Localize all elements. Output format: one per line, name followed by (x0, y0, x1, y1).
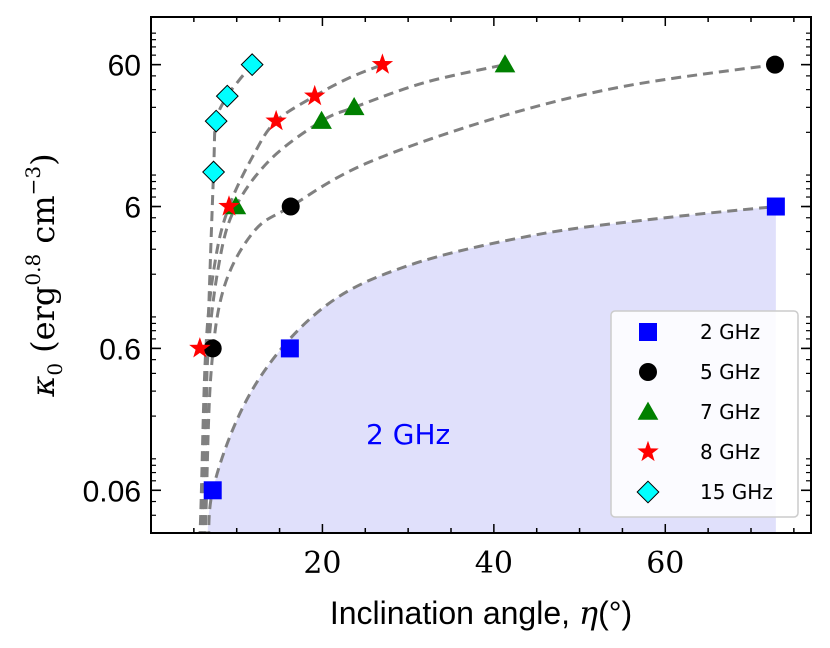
axis-ticks-layer: 20 40 60 0.06 0.6 6 60 (83, 17, 811, 581)
legend-marker-15ghz (636, 480, 660, 504)
data-markers-layer (189, 53, 785, 500)
data-point-2ghz (766, 197, 785, 216)
legend-marker-8ghz (637, 440, 659, 462)
legend-label-15ghz: 15 GHz (700, 480, 773, 504)
x-axis-label: Inclination angle, η(°) (330, 594, 632, 632)
data-point-8ghz (189, 337, 211, 358)
x-tick-label: 20 (303, 546, 341, 581)
y-tick-label: 0.6 (99, 333, 141, 366)
data-point-8ghz (304, 84, 326, 106)
legend-label-2ghz: 2 GHz (700, 320, 760, 344)
legend-marker-7ghz (637, 401, 659, 420)
data-point-2ghz (280, 339, 299, 358)
data-point-7ghz (311, 110, 332, 129)
data-point-7ghz (494, 54, 516, 73)
curve-5ghz (203, 63, 776, 533)
annotation-2ghz: 2 GHz (366, 418, 450, 451)
y-tick-label: 60 (108, 50, 141, 83)
data-point-7ghz (343, 97, 365, 116)
legend: 2 GHz 5 GHz 7 GHz 8 GHz 15 GHz (610, 310, 799, 518)
data-point-15ghz (215, 84, 239, 108)
y-tick-label: 0.06 (83, 475, 141, 508)
plot-frame (150, 16, 812, 534)
data-point-15ghz (240, 53, 264, 77)
curve-2ghz (207, 205, 777, 533)
y-tick-label: 6 (124, 192, 141, 225)
legend-label-7ghz: 7 GHz (700, 400, 760, 424)
legend-marker-2ghz (639, 323, 657, 341)
legend-marker-5ghz (639, 363, 657, 381)
data-point-8ghz (218, 195, 240, 216)
legend-label-8ghz: 8 GHz (700, 440, 760, 464)
x-tick-label: 60 (646, 546, 684, 581)
y-axis-label: κ0(erg0.8 cm−3) (21, 153, 67, 397)
curve-7ghz (200, 63, 506, 533)
data-point-5ghz (766, 55, 784, 74)
legend-label-5ghz: 5 GHz (700, 360, 760, 384)
data-point-2ghz (203, 481, 222, 500)
x-tick-label: 40 (475, 546, 513, 581)
data-point-15ghz (204, 109, 228, 133)
data-point-8ghz (265, 109, 287, 131)
data-point-5ghz (203, 339, 222, 358)
data-point-15ghz (202, 160, 226, 184)
data-point-8ghz (371, 53, 394, 74)
legend-box (610, 310, 799, 518)
data-point-5ghz (281, 197, 300, 216)
